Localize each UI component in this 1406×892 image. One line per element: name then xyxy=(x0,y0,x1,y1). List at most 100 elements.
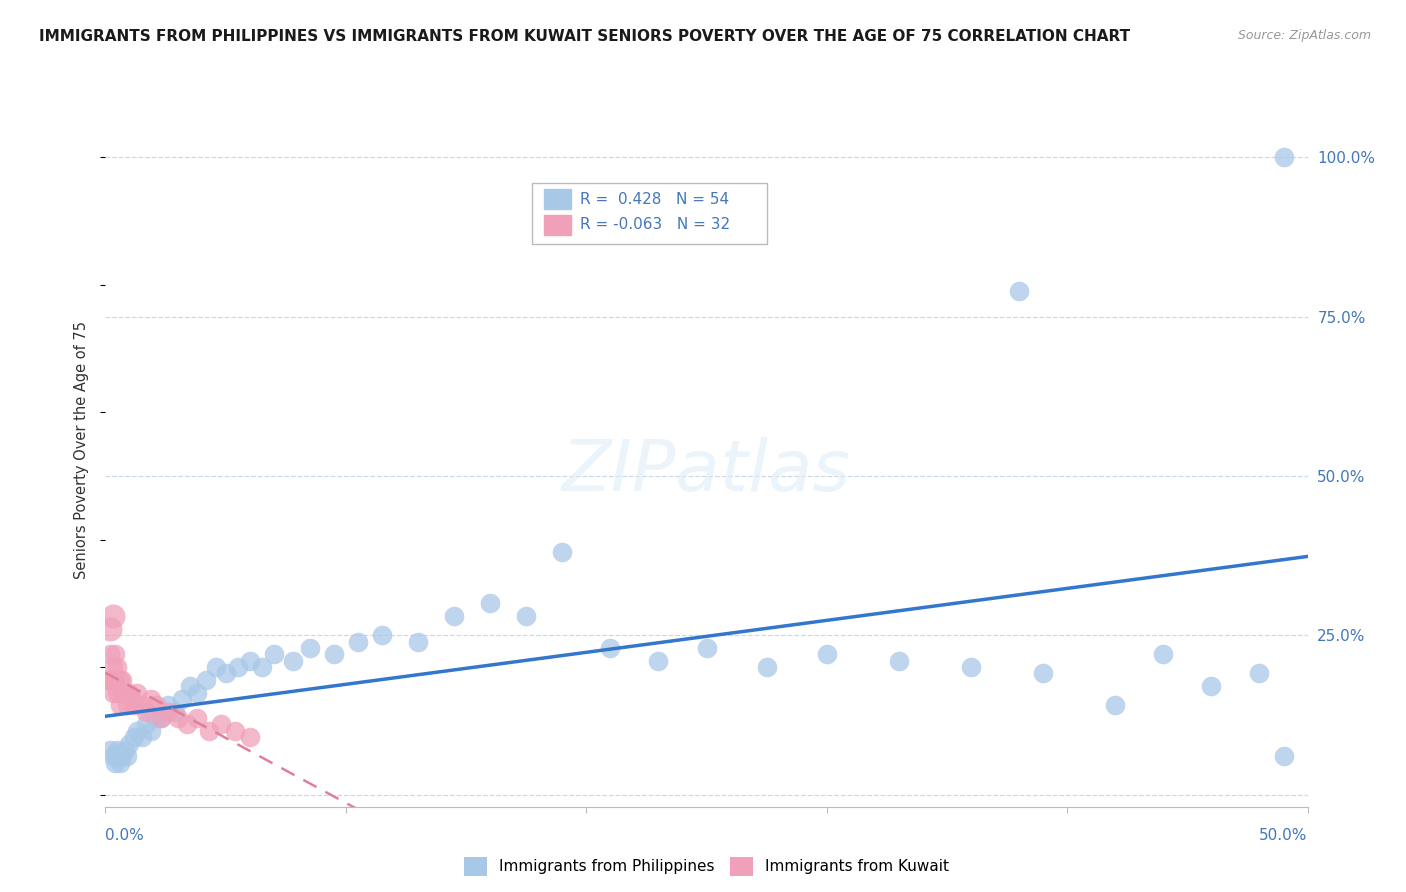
Point xyxy=(111,749,134,764)
Text: R =  0.428   N = 54: R = 0.428 N = 54 xyxy=(581,192,730,207)
Point xyxy=(887,654,910,668)
Point xyxy=(104,756,127,770)
Point xyxy=(515,609,537,624)
Legend: Immigrants from Philippines, Immigrants from Kuwait: Immigrants from Philippines, Immigrants … xyxy=(458,851,955,881)
Point xyxy=(107,685,129,699)
Point xyxy=(209,717,232,731)
Point xyxy=(696,640,718,655)
Point xyxy=(205,660,228,674)
Point xyxy=(115,749,138,764)
Point xyxy=(108,756,131,770)
Point xyxy=(131,698,153,713)
Point xyxy=(121,692,143,706)
Text: 50.0%: 50.0% xyxy=(1260,829,1308,843)
Point xyxy=(156,705,179,719)
Point xyxy=(406,634,429,648)
Point xyxy=(98,648,121,662)
Point xyxy=(118,685,141,699)
Point xyxy=(239,730,262,744)
Point xyxy=(98,743,121,757)
Point xyxy=(176,717,198,731)
Text: ZIPatlas: ZIPatlas xyxy=(562,437,851,507)
Point xyxy=(960,660,983,674)
Point xyxy=(108,673,131,687)
Point xyxy=(1272,150,1295,164)
Point xyxy=(224,723,246,738)
Point xyxy=(101,660,124,674)
Point xyxy=(139,692,162,706)
Point xyxy=(114,743,136,757)
Point xyxy=(107,743,129,757)
Point xyxy=(131,730,153,744)
Point xyxy=(101,685,124,699)
Point xyxy=(443,609,465,624)
Point xyxy=(599,640,621,655)
Point xyxy=(97,673,120,687)
Point xyxy=(250,660,273,674)
Point xyxy=(1152,648,1174,662)
Point xyxy=(551,545,574,559)
Point xyxy=(139,723,162,738)
Point xyxy=(104,673,127,687)
Point xyxy=(322,648,344,662)
Point xyxy=(111,685,134,699)
Point xyxy=(149,711,172,725)
Point xyxy=(1008,284,1031,298)
Point xyxy=(214,666,236,681)
Point xyxy=(195,673,218,687)
Point xyxy=(755,660,778,674)
Point xyxy=(281,654,304,668)
Point xyxy=(98,673,121,687)
Point xyxy=(101,749,124,764)
Point xyxy=(135,717,157,731)
Point xyxy=(371,628,394,642)
Point xyxy=(125,723,148,738)
Bar xyxy=(544,215,571,235)
Text: Source: ZipAtlas.com: Source: ZipAtlas.com xyxy=(1237,29,1371,42)
Point xyxy=(135,705,157,719)
Point xyxy=(101,609,124,624)
Point xyxy=(125,685,148,699)
Point xyxy=(165,705,187,719)
Point xyxy=(172,692,194,706)
Point xyxy=(118,737,141,751)
Text: IMMIGRANTS FROM PHILIPPINES VS IMMIGRANTS FROM KUWAIT SENIORS POVERTY OVER THE A: IMMIGRANTS FROM PHILIPPINES VS IMMIGRANT… xyxy=(39,29,1130,44)
Point xyxy=(124,698,146,713)
Point xyxy=(347,634,370,648)
Point xyxy=(815,648,838,662)
Point xyxy=(107,749,129,764)
Point xyxy=(226,660,249,674)
Point xyxy=(186,685,208,699)
Text: R = -0.063   N = 32: R = -0.063 N = 32 xyxy=(581,217,730,232)
Text: 0.0%: 0.0% xyxy=(105,829,145,843)
Point xyxy=(124,730,146,744)
Point xyxy=(1104,698,1126,713)
Point xyxy=(179,679,201,693)
Point xyxy=(186,711,208,725)
Point xyxy=(298,640,321,655)
Y-axis label: Seniors Poverty Over the Age of 75: Seniors Poverty Over the Age of 75 xyxy=(75,321,90,580)
Point xyxy=(145,711,167,725)
Point xyxy=(1032,666,1054,681)
Point xyxy=(166,711,188,725)
Point xyxy=(108,698,131,713)
Point xyxy=(114,685,136,699)
Point xyxy=(107,660,129,674)
Point xyxy=(263,648,285,662)
Point xyxy=(98,622,121,636)
Point xyxy=(198,723,221,738)
Point xyxy=(111,673,134,687)
FancyBboxPatch shape xyxy=(533,183,766,244)
Point xyxy=(1201,679,1223,693)
Point xyxy=(479,596,502,610)
Point xyxy=(647,654,669,668)
Point xyxy=(1272,749,1295,764)
Point xyxy=(145,698,167,713)
Point xyxy=(239,654,262,668)
Point xyxy=(149,711,172,725)
Point xyxy=(104,648,127,662)
Point xyxy=(1249,666,1271,681)
Bar xyxy=(544,189,571,210)
Point xyxy=(156,698,179,713)
Point xyxy=(115,698,138,713)
